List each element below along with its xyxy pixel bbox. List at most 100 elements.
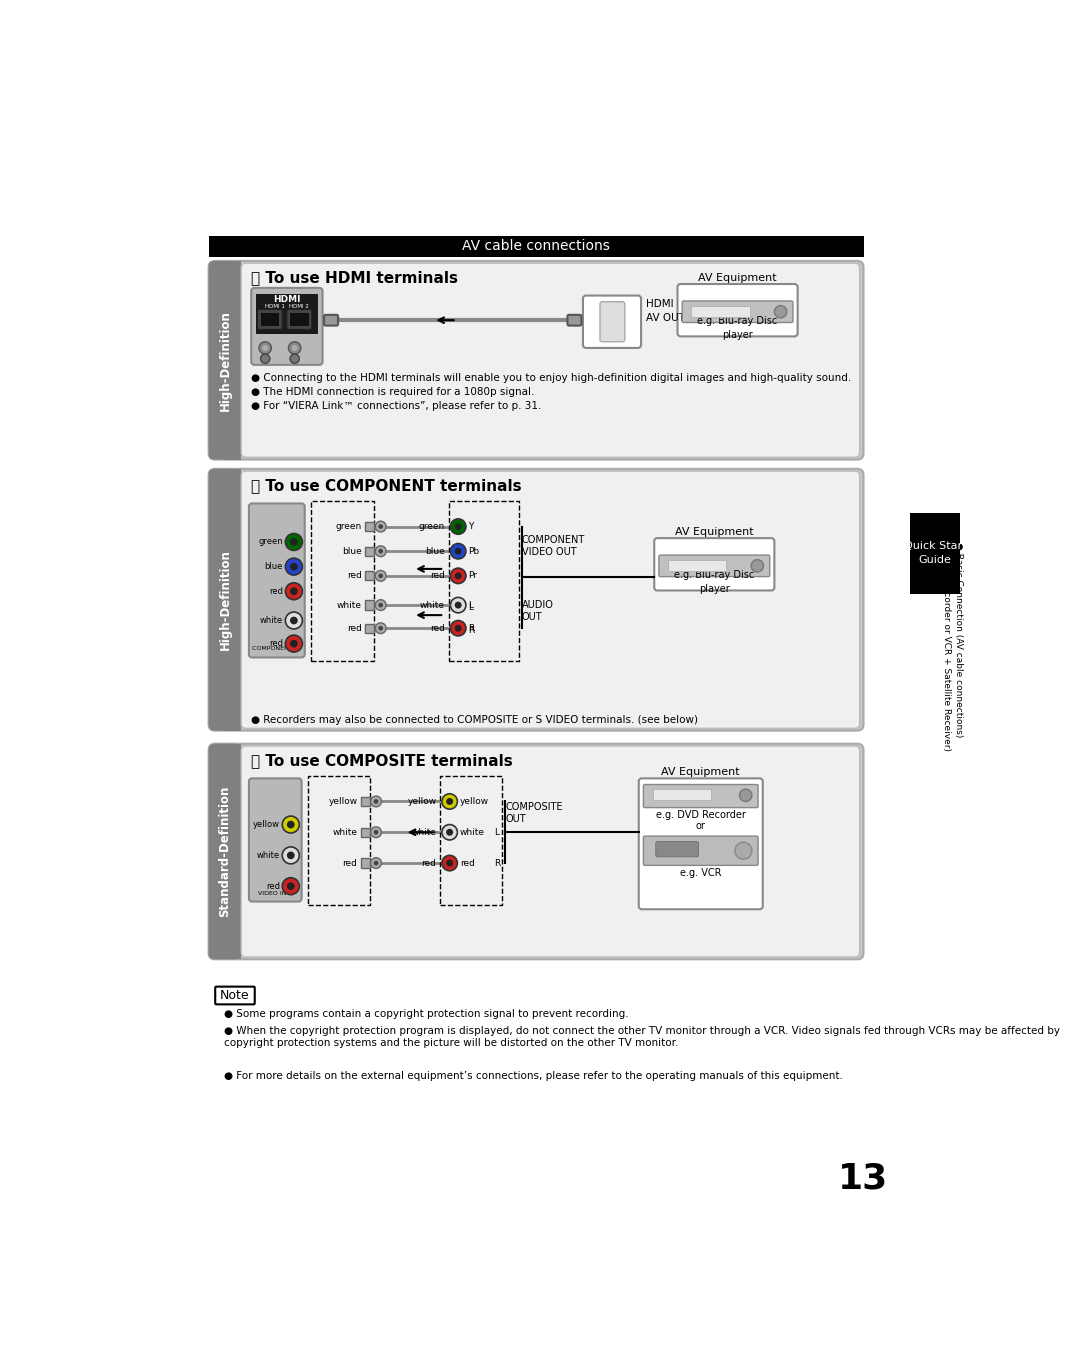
Circle shape (375, 521, 387, 532)
Text: HDMI: HDMI (273, 295, 300, 304)
Circle shape (374, 829, 378, 835)
Circle shape (450, 598, 465, 613)
Bar (365, 624, 375, 633)
Circle shape (374, 800, 378, 804)
Text: AV Equipment: AV Equipment (675, 526, 754, 537)
Text: High-Definition: High-Definition (218, 310, 231, 411)
Text: Note: Note (220, 989, 249, 1003)
Text: red: red (269, 639, 283, 648)
Circle shape (291, 563, 298, 571)
Circle shape (378, 524, 383, 529)
Text: green: green (258, 537, 283, 547)
Bar (225, 744, 241, 959)
Circle shape (374, 861, 378, 866)
Text: white: white (257, 851, 280, 861)
Bar (256, 294, 318, 334)
FancyBboxPatch shape (248, 503, 305, 658)
Circle shape (378, 549, 383, 553)
Text: red: red (269, 587, 283, 595)
Circle shape (285, 612, 302, 629)
FancyBboxPatch shape (208, 744, 864, 959)
Circle shape (292, 345, 298, 350)
Circle shape (260, 354, 270, 364)
Text: COMPOSITE
OUT: COMPOSITE OUT (505, 802, 563, 824)
Bar (449, 501, 518, 662)
Text: R: R (495, 859, 501, 867)
Text: blue: blue (426, 547, 445, 556)
FancyBboxPatch shape (248, 778, 301, 901)
Circle shape (734, 843, 752, 859)
Bar (361, 797, 369, 806)
Circle shape (287, 882, 295, 890)
Circle shape (370, 827, 381, 838)
Circle shape (291, 354, 299, 364)
Text: ● Connecting to the HDMI terminals will enable you to enjoy high-definition digi: ● Connecting to the HDMI terminals will … (252, 373, 851, 383)
Text: yellow: yellow (253, 820, 280, 829)
Text: red: red (460, 859, 474, 867)
Text: white: white (333, 828, 357, 836)
Text: white: white (460, 828, 485, 836)
Circle shape (378, 574, 383, 578)
Text: white: white (260, 616, 283, 625)
FancyBboxPatch shape (208, 469, 241, 731)
Text: Standard-Definition: Standard-Definition (218, 786, 231, 917)
Text: white: white (411, 828, 436, 836)
Text: L: L (469, 601, 473, 610)
Text: green: green (419, 522, 445, 532)
Text: High-Definition: High-Definition (218, 549, 231, 651)
Text: red: red (430, 624, 445, 633)
Circle shape (442, 794, 458, 809)
Circle shape (287, 851, 295, 859)
Circle shape (282, 878, 299, 894)
Text: 13: 13 (838, 1162, 889, 1196)
Text: Pr: Pr (469, 571, 477, 580)
Circle shape (455, 602, 461, 609)
Circle shape (450, 518, 465, 534)
Text: blue: blue (265, 561, 283, 571)
FancyBboxPatch shape (208, 261, 864, 460)
Circle shape (259, 342, 271, 354)
FancyBboxPatch shape (208, 744, 241, 959)
Text: e.g. DVD Recorder: e.g. DVD Recorder (656, 809, 745, 820)
Text: AUDIO
OUT: AUDIO OUT (522, 601, 554, 622)
FancyBboxPatch shape (241, 471, 860, 728)
FancyBboxPatch shape (638, 778, 762, 909)
Text: ● The HDMI connection is required for a 1080p signal.: ● The HDMI connection is required for a … (252, 387, 535, 396)
FancyBboxPatch shape (241, 746, 860, 957)
FancyBboxPatch shape (241, 264, 860, 457)
Circle shape (751, 560, 764, 572)
Bar (311, 501, 375, 662)
Text: red: red (347, 624, 362, 633)
Text: R: R (469, 626, 474, 635)
FancyBboxPatch shape (324, 315, 338, 326)
Circle shape (455, 548, 461, 555)
Bar (441, 777, 502, 905)
Circle shape (285, 559, 302, 575)
Text: e.g. Blu-ray Disc
player: e.g. Blu-ray Disc player (698, 317, 778, 340)
Circle shape (375, 571, 387, 582)
Circle shape (442, 855, 458, 871)
Circle shape (288, 342, 301, 354)
Text: Ⓒ To use COMPOSITE terminals: Ⓒ To use COMPOSITE terminals (252, 754, 513, 769)
Text: AV Equipment: AV Equipment (661, 767, 740, 777)
Text: e.g. VCR: e.g. VCR (680, 869, 721, 878)
Circle shape (446, 829, 454, 836)
FancyBboxPatch shape (677, 284, 798, 337)
Circle shape (375, 622, 387, 633)
Text: ● Some programs contain a copyright protection signal to prevent recording.: ● Some programs contain a copyright prot… (225, 1009, 629, 1019)
Circle shape (774, 306, 786, 318)
Text: AV Equipment: AV Equipment (699, 273, 777, 283)
Circle shape (378, 603, 383, 607)
FancyBboxPatch shape (683, 300, 793, 322)
Text: VIDEO IN 1: VIDEO IN 1 (258, 892, 293, 896)
FancyBboxPatch shape (208, 261, 241, 460)
Bar (225, 261, 241, 460)
FancyBboxPatch shape (215, 986, 255, 1004)
Text: R: R (469, 624, 474, 633)
FancyBboxPatch shape (257, 310, 282, 329)
Circle shape (291, 587, 298, 595)
Circle shape (446, 798, 454, 805)
Bar (910, 513, 960, 594)
FancyBboxPatch shape (600, 302, 625, 342)
FancyBboxPatch shape (656, 842, 699, 856)
